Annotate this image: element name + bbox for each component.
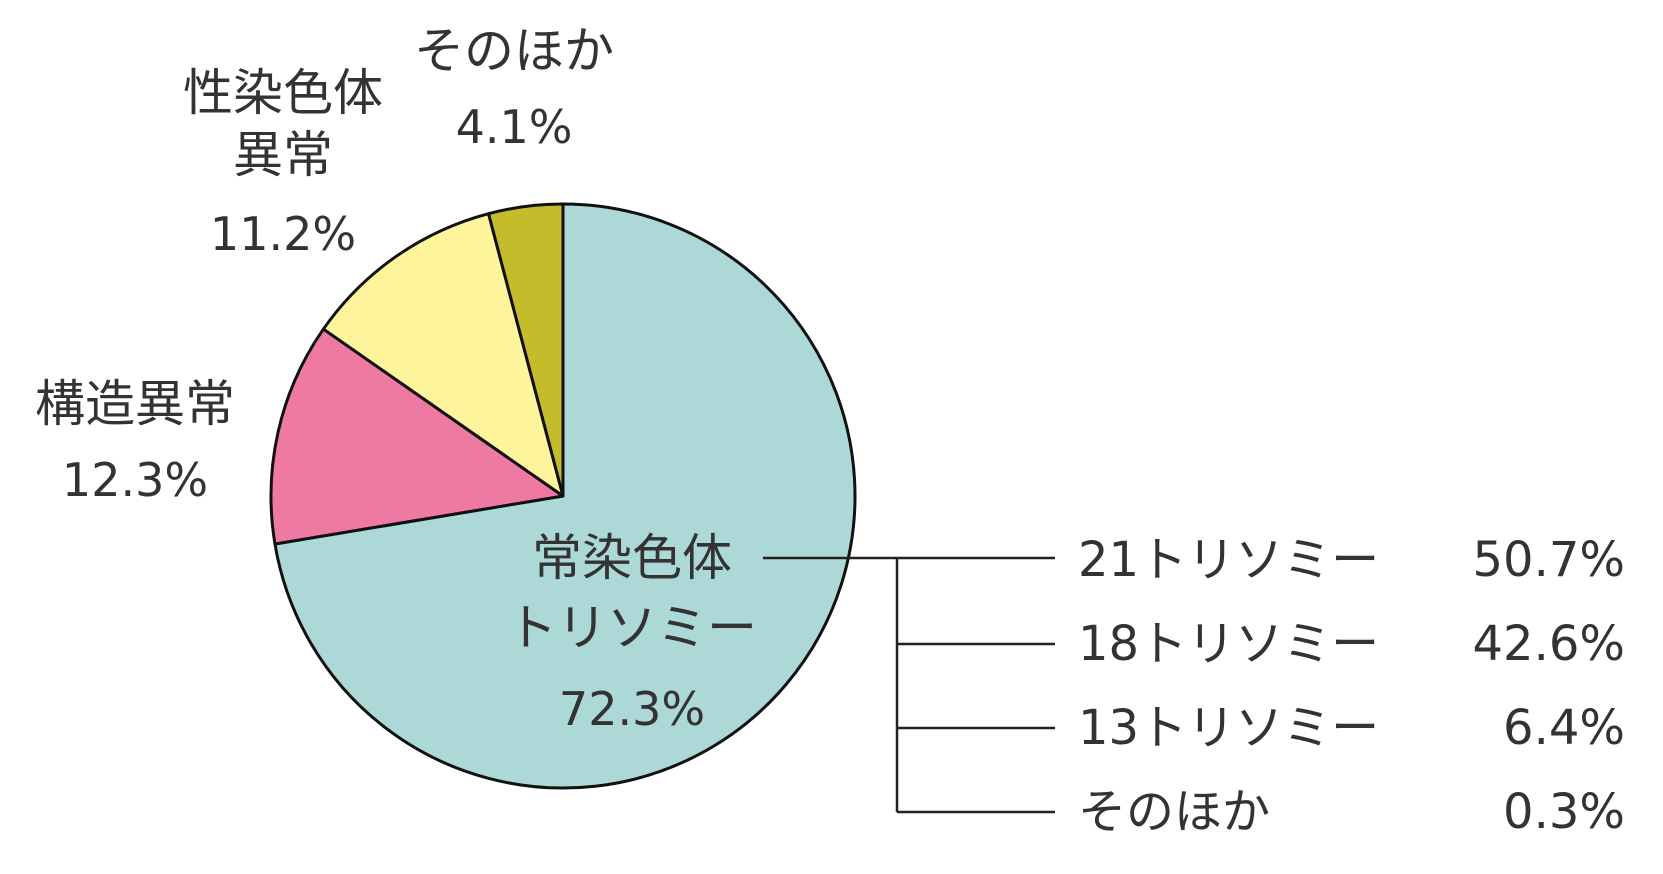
breakdown-list: 21トリソミー 50.7% 18トリソミー 42.6% 13トリソミー 6.4% そのほか 0…: [763, 532, 1625, 840]
slice-name-1-line-2: トリソミー: [507, 599, 757, 657]
breakdown-percent-3: 6.4%: [1503, 700, 1625, 756]
pie-slice-1: [273, 202, 857, 790]
slice-percent-1: 72.3%: [559, 682, 705, 736]
breakdown-label-1: 21トリソミー: [1078, 532, 1379, 588]
pie-slice-2: [269, 327, 565, 546]
breakdown-label-3: 13トリソミー: [1078, 700, 1379, 756]
slice-name-1-line-1: 常染色体: [532, 529, 732, 587]
breakdown-percent-4: 0.3%: [1503, 784, 1625, 840]
slice-percent-4: 4.1%: [456, 100, 573, 154]
slice-percent-3: 11.2%: [210, 207, 356, 261]
slice-name-2-line-1: 構造異常: [35, 375, 235, 433]
slice-percent-2: 12.3%: [62, 453, 208, 507]
pie-slices: [269, 202, 857, 790]
pie-slice-3: [321, 212, 565, 498]
breakdown-percent-2: 42.6%: [1473, 616, 1625, 672]
pie-slice-4: [487, 202, 565, 498]
breakdown-label-2: 18トリソミー: [1078, 616, 1379, 672]
slice-name-4-line-1: そのほか: [414, 22, 614, 80]
slice-name-3-line-2: 異常: [233, 126, 333, 184]
breakdown-label-4: そのほか: [1078, 784, 1270, 840]
breakdown-percent-1: 50.7%: [1473, 532, 1625, 588]
slice-name-3-line-1: 性染色体: [183, 64, 383, 122]
